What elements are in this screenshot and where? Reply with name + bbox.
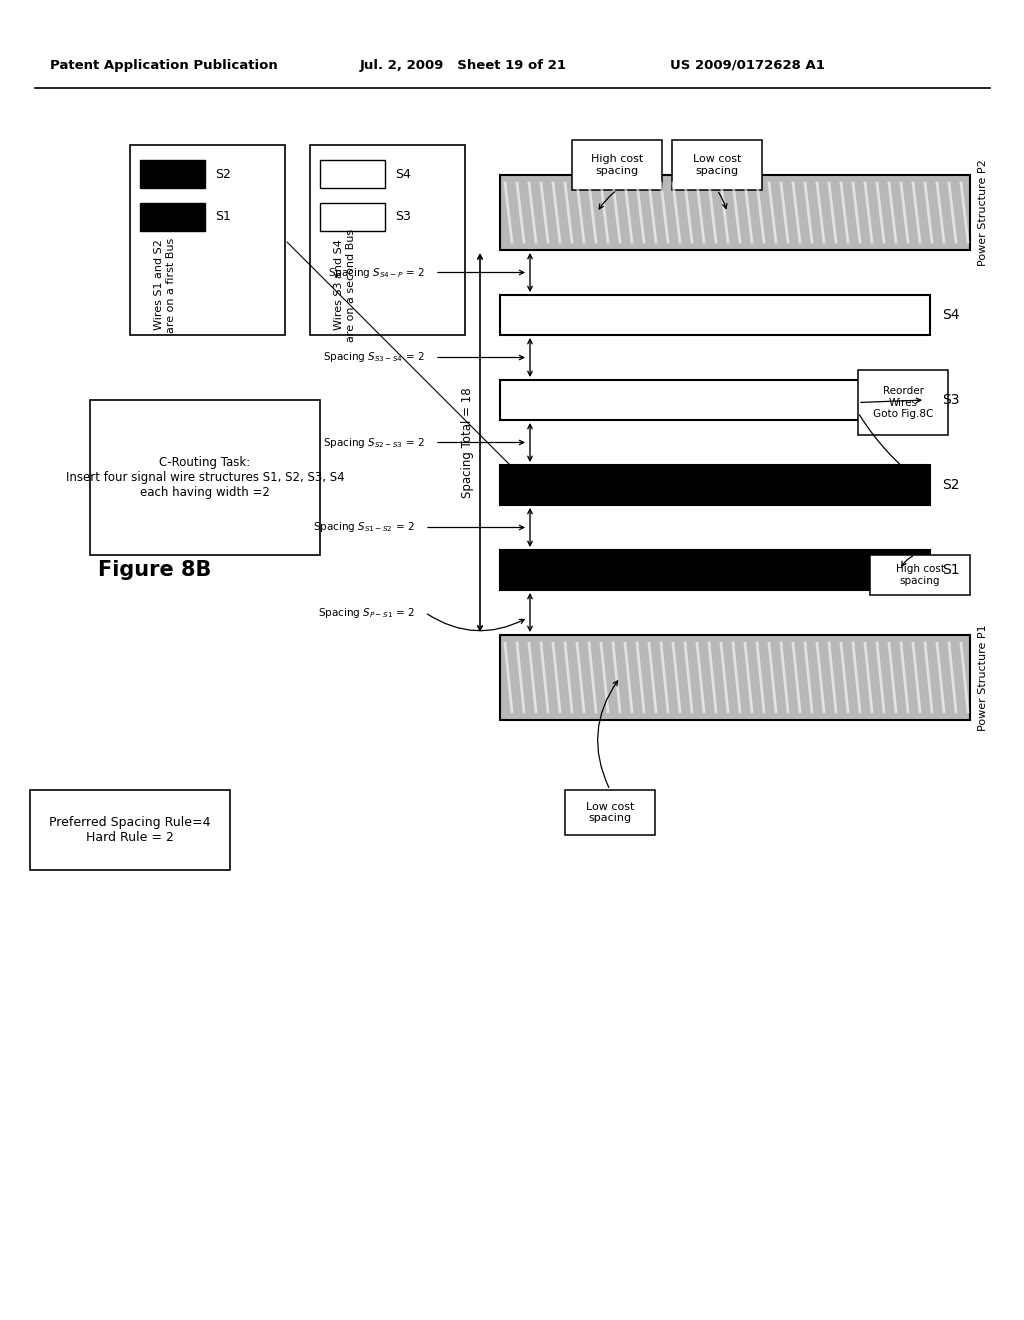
Text: S1: S1 [215, 210, 230, 223]
Text: Low cost
spacing: Low cost spacing [586, 801, 634, 824]
Text: US 2009/0172628 A1: US 2009/0172628 A1 [670, 58, 825, 71]
Bar [500, 380, 930, 420]
Text: S4: S4 [942, 308, 959, 322]
Text: Jul. 2, 2009   Sheet 19 of 21: Jul. 2, 2009 Sheet 19 of 21 [360, 58, 567, 71]
Bar [30, 789, 230, 870]
Bar [500, 465, 930, 506]
Text: Figure 8B: Figure 8B [98, 560, 212, 579]
Bar [672, 140, 762, 190]
Text: Patent Application Publication: Patent Application Publication [50, 58, 278, 71]
Text: Spacing $S_{S1-S2}$ = 2: Spacing $S_{S1-S2}$ = 2 [313, 520, 415, 535]
Bar [140, 203, 205, 231]
Bar [858, 370, 948, 436]
Text: C-Routing Task:
Insert four signal wire structures S1, S2, S3, S4
each having wi: C-Routing Task: Insert four signal wire … [66, 455, 344, 499]
Text: Reorder
Wires
Goto Fig.8C: Reorder Wires Goto Fig.8C [872, 385, 933, 420]
Text: Spacing $S_{S3-S4}$ = 2: Spacing $S_{S3-S4}$ = 2 [324, 351, 425, 364]
Text: Low cost
spacing: Low cost spacing [693, 154, 741, 176]
Text: S3: S3 [942, 393, 959, 407]
Text: Power Structure P2: Power Structure P2 [978, 160, 988, 265]
Text: Spacing Total = 18: Spacing Total = 18 [462, 387, 474, 498]
Bar [319, 160, 385, 187]
Text: S1: S1 [942, 564, 959, 577]
Bar [130, 145, 285, 335]
Bar [500, 294, 930, 335]
Text: Spacing $S_{S2-S3}$ = 2: Spacing $S_{S2-S3}$ = 2 [324, 436, 425, 450]
Bar [500, 635, 970, 719]
Text: S2: S2 [942, 478, 959, 492]
Text: High cost
spacing: High cost spacing [896, 564, 944, 586]
Bar [140, 160, 205, 187]
Bar [310, 145, 465, 335]
Text: Spacing $S_{P-S1}$ = 2: Spacing $S_{P-S1}$ = 2 [318, 606, 415, 619]
Bar [90, 400, 319, 554]
Text: S3: S3 [395, 210, 411, 223]
Text: Wires S3 and S4
are on a second Bus: Wires S3 and S4 are on a second Bus [334, 228, 355, 342]
Text: High cost
spacing: High cost spacing [591, 154, 643, 176]
Bar [870, 554, 970, 595]
Bar [500, 176, 970, 249]
Bar [565, 789, 655, 836]
Text: S4: S4 [395, 168, 411, 181]
Text: S2: S2 [215, 168, 230, 181]
Bar [319, 203, 385, 231]
Bar [500, 550, 930, 590]
Text: Wires S1 and S2
are on a first Bus: Wires S1 and S2 are on a first Bus [155, 238, 176, 333]
Bar [572, 140, 662, 190]
Text: Spacing $S_{S4-P}$ = 2: Spacing $S_{S4-P}$ = 2 [329, 265, 425, 280]
Text: Preferred Spacing Rule=4
Hard Rule = 2: Preferred Spacing Rule=4 Hard Rule = 2 [49, 816, 211, 843]
Text: Power Structure P1: Power Structure P1 [978, 624, 988, 731]
